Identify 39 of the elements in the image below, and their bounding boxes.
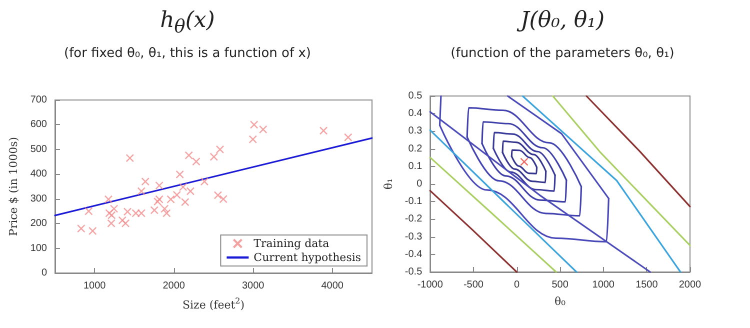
y-tick-label: 0.2 — [408, 143, 423, 154]
y-tick-label: 500 — [30, 144, 48, 155]
x-tick-label: -1000 — [417, 280, 444, 290]
y-tick-label: -0.4 — [404, 248, 423, 260]
x-tick-label: 3000 — [242, 280, 265, 292]
x-tick-label: -500 — [463, 280, 484, 290]
x-tick-label: 500 — [552, 280, 569, 290]
x-tick-label: 1000 — [592, 280, 615, 290]
y-tick-label: -0.2 — [404, 214, 423, 225]
y-tick-label: 400 — [30, 168, 48, 180]
y-tick-label: 300 — [30, 193, 48, 204]
y-tick-label: 0.1 — [408, 160, 423, 172]
y-axis-title: Price $ (in 1000s) — [7, 136, 20, 236]
y-tick-label: -0.1 — [404, 196, 423, 208]
y-tick-label: 0 — [416, 178, 423, 190]
chart-title: h$_{θ}$(x) — [159, 8, 216, 38]
x-tick-label: 1000 — [84, 280, 106, 292]
y-tick-label: 0.5 — [408, 90, 423, 102]
y-tick-label: 700 — [30, 94, 48, 106]
legend-label: Current hypothesis — [254, 251, 362, 264]
y-tick-label: 0.4 — [408, 108, 423, 120]
y-tick-label: -0.5 — [404, 266, 423, 278]
y-tick-label: 600 — [30, 119, 48, 130]
y-tick-label: 0 — [41, 268, 48, 278]
x-tick-label: 2000 — [678, 280, 702, 290]
y-axis-title: θ₁ — [382, 178, 395, 190]
chart-subtitle: (function of the parameters θ₀, θ₁) — [450, 46, 676, 61]
chart-title: J(θ₀, θ₁) — [516, 8, 606, 33]
x-tick-label: 4000 — [321, 280, 344, 292]
y-tick-label: -0.3 — [404, 231, 423, 242]
y-tick-label: 100 — [30, 242, 48, 254]
x-tick-label: 1500 — [636, 280, 658, 290]
chart-subtitle: (for fixed θ₀, θ₁, this is a function of x) — [63, 46, 312, 61]
x-tick-label: 2000 — [162, 280, 186, 292]
y-tick-label: 200 — [30, 218, 48, 230]
legend-label: Training data — [254, 237, 330, 250]
x-axis-title: θ₀ — [554, 295, 566, 308]
x-tick-label: 0 — [514, 280, 520, 290]
y-tick-label: 0.3 — [408, 126, 423, 137]
